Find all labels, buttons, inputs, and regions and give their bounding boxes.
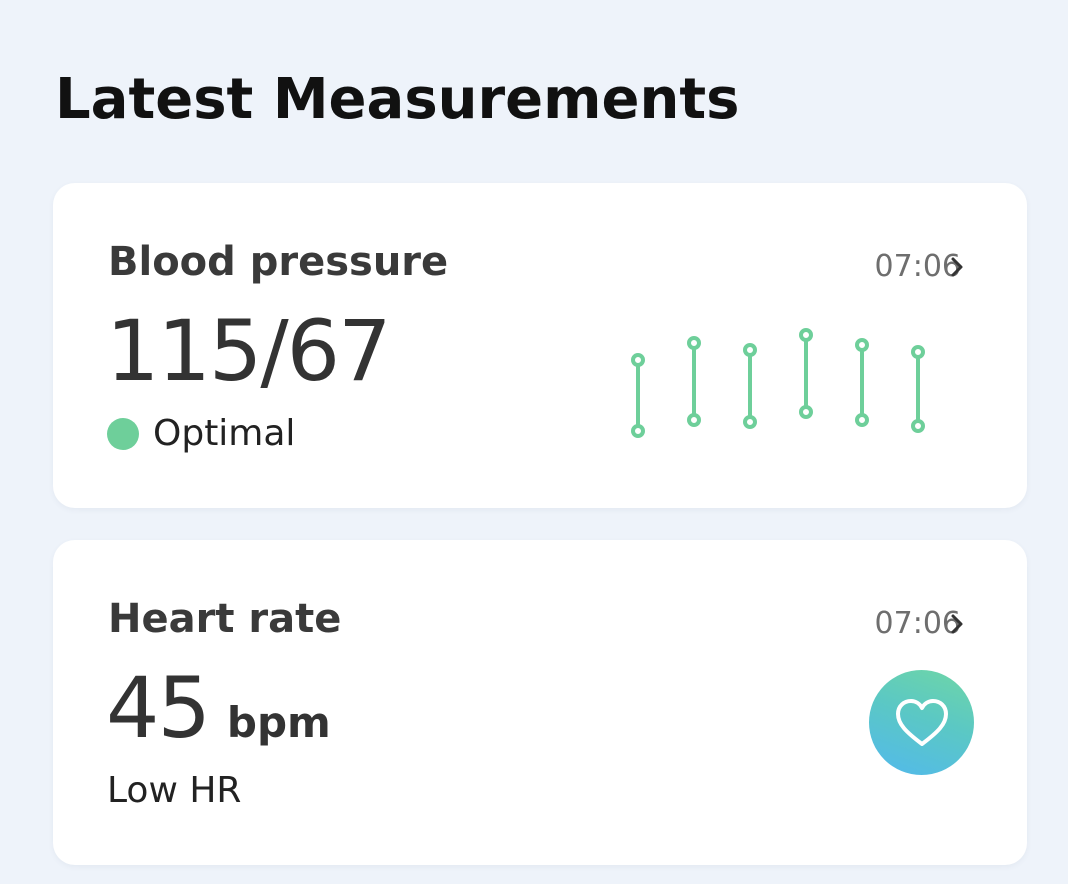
heart-icon <box>895 698 948 746</box>
blood-pressure-value: 115/67 <box>106 302 392 400</box>
bp-reading-bar <box>911 345 925 433</box>
blood-pressure-title: Blood pressure <box>108 239 449 285</box>
bp-reading-bar <box>687 336 701 427</box>
blood-pressure-status: Optimal <box>107 409 295 459</box>
heart-rate-title: Heart rate <box>108 596 342 642</box>
heart-rate-unit: bpm <box>226 698 331 747</box>
heart-badge <box>869 670 974 775</box>
heart-rate-value-row: 45 bpm <box>106 658 331 758</box>
bp-reading-bar <box>631 353 645 438</box>
bp-reading-bar <box>855 338 869 427</box>
heart-rate-status: Low HR <box>107 770 242 811</box>
bp-reading-bar <box>743 343 757 429</box>
chevron-right-icon[interactable] <box>950 255 964 279</box>
blood-pressure-card[interactable]: Blood pressure 07:06 115/67 Optimal <box>53 183 1027 508</box>
blood-pressure-time: 07:06 <box>874 249 961 284</box>
heart-rate-time: 07:06 <box>874 606 961 641</box>
heart-rate-value: 45 <box>106 659 211 757</box>
blood-pressure-status-label: Optimal <box>153 413 296 454</box>
page-title: Latest Measurements <box>55 67 740 132</box>
status-dot <box>107 418 139 450</box>
heart-rate-card[interactable]: Heart rate 07:06 45 bpm Low HR <box>53 540 1027 865</box>
blood-pressure-sparkline <box>631 328 925 438</box>
bp-reading-bar <box>799 328 813 419</box>
chevron-right-icon[interactable] <box>950 612 964 636</box>
